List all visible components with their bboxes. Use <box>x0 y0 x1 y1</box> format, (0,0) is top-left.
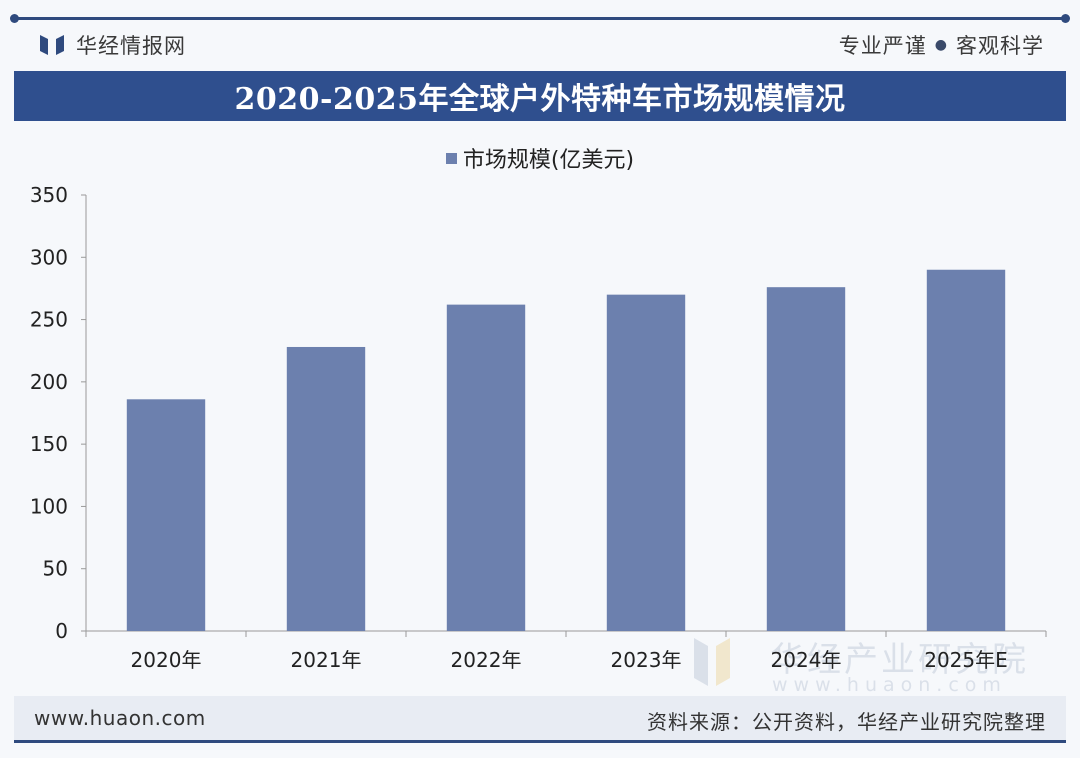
y-tick-label: 50 <box>43 557 68 581</box>
chart-title: 2020-2025年全球户外特种车市场规模情况 <box>234 82 846 117</box>
footer-url[interactable]: www.huaon.com <box>34 706 206 730</box>
footer: www.huaon.com 资料来源：公开资料，华经产业研究院整理 <box>14 696 1066 740</box>
y-tick-label: 200 <box>30 370 68 394</box>
legend-label: 市场规模(亿美元) <box>462 148 635 173</box>
legend: 市场规模(亿美元) <box>0 142 1080 174</box>
bar-3 <box>446 304 526 631</box>
x-tick-label: 2021年 <box>291 648 362 672</box>
brand-name: 华经情报网 <box>76 34 186 58</box>
huajing-logo-icon <box>40 35 64 55</box>
bar-6 <box>926 269 1006 631</box>
x-tick-label: 2023年 <box>611 648 682 672</box>
bottom-rule <box>14 740 1066 743</box>
x-tick-label: 2024年 <box>771 648 842 672</box>
y-tick-label: 250 <box>30 308 68 332</box>
y-tick-label: 0 <box>55 619 68 643</box>
bar-1 <box>126 399 206 631</box>
x-tick-label: 2020年 <box>131 648 202 672</box>
x-tick-label: 2022年 <box>451 648 522 672</box>
y-tick-label: 150 <box>30 432 68 456</box>
footer-source: 资料来源：公开资料，华经产业研究院整理 <box>647 710 1046 734</box>
x-tick-label: 2025年E <box>924 648 1008 672</box>
top-rule <box>10 14 1070 23</box>
y-tick-label: 350 <box>30 183 68 207</box>
slogan: 专业严谨 ● 客观科学 <box>839 30 1044 60</box>
slogan-dot-icon: ● <box>934 37 948 53</box>
bar-4 <box>606 294 686 631</box>
y-tick-label: 100 <box>30 494 68 518</box>
title-band: 2020-2025年全球户外特种车市场规模情况 <box>14 71 1066 121</box>
legend-swatch <box>445 152 457 164</box>
slogan-left: 专业严谨 <box>838 34 927 58</box>
brand: 华经情报网 <box>38 30 186 60</box>
y-tick-label: 300 <box>30 245 68 269</box>
bar-5 <box>766 287 846 631</box>
bar-2 <box>286 346 366 631</box>
slogan-right: 客观科学 <box>956 34 1044 58</box>
